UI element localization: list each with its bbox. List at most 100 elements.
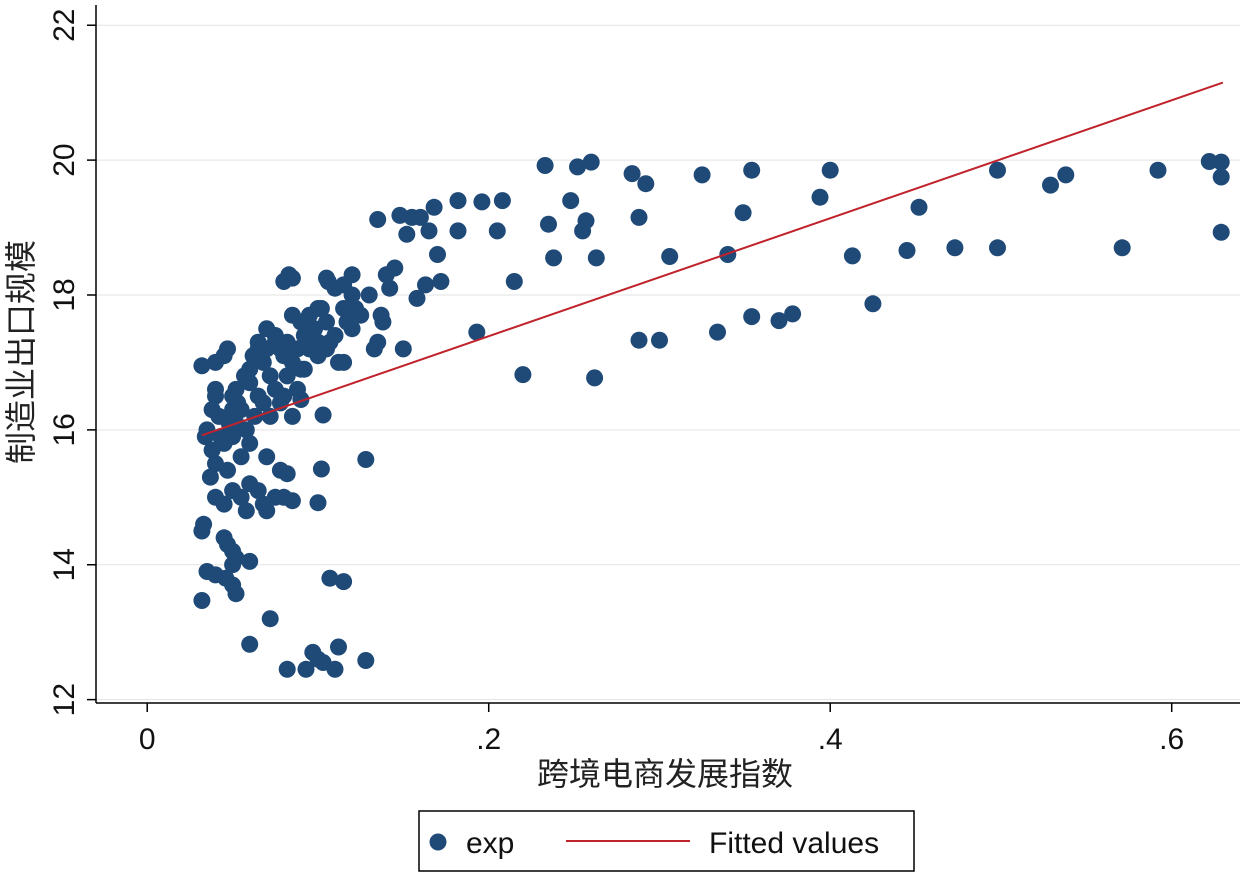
scatter-point-131 [1212, 223, 1230, 241]
x-tick-label-2: .4 [818, 723, 843, 756]
scatter-point-184 [275, 387, 293, 405]
scatter-point-13 [207, 380, 224, 398]
scatter-point-136 [237, 502, 255, 520]
scatter-point-188 [292, 391, 310, 408]
scatter-point-129 [1212, 153, 1230, 171]
scatter-point-20 [241, 374, 259, 392]
grid-layer [96, 24, 1240, 701]
scatter-point-186 [283, 407, 301, 425]
scatter-point-87 [493, 192, 511, 210]
y-tick-label-3: 18 [48, 278, 81, 311]
scatter-point-70 [283, 269, 301, 287]
scatter-point-157 [321, 569, 339, 587]
scatter-point-31 [254, 353, 272, 371]
scatter-point-143 [283, 492, 301, 510]
scatter-point-198 [295, 360, 313, 378]
scatter-point-92 [540, 215, 557, 233]
scatter-point-175 [227, 380, 245, 398]
scatter-point-55 [360, 286, 378, 304]
scatter-point-154 [357, 451, 375, 468]
scatter-point-168 [357, 652, 375, 669]
scatter-point-97 [577, 212, 595, 230]
scatter-point-95 [569, 158, 586, 176]
scatter-point-61 [381, 279, 399, 297]
scatter-point-155 [309, 494, 327, 512]
scatter-point-124 [1042, 176, 1059, 194]
scatter-point-106 [661, 248, 679, 265]
scatter-point-85 [473, 193, 491, 211]
scatter-point-21 [193, 357, 211, 375]
scatter-point-33 [261, 367, 279, 385]
legend-marker-exp [429, 833, 447, 851]
scatter-point-116 [821, 161, 839, 179]
scatter-point-160 [241, 635, 259, 653]
x-tick-label-0: 0 [139, 723, 156, 756]
scatter-point-84 [449, 222, 467, 240]
scatter-point-172 [212, 428, 230, 446]
scatter-point-100 [586, 369, 604, 387]
scatter-point-133 [215, 495, 233, 513]
scatter-point-177 [241, 434, 259, 452]
scatter-point-145 [278, 465, 296, 483]
scatter-point-126 [1113, 239, 1131, 257]
scatter-point-50 [335, 300, 353, 317]
scatter-point-125 [1057, 166, 1075, 184]
scatter-point-166 [326, 660, 344, 678]
scatter-point-103 [637, 175, 655, 193]
scatter-point-0 [193, 592, 211, 609]
scatter-point-111 [743, 161, 761, 179]
scatter-point-46 [318, 313, 335, 331]
scatter-point-170 [203, 441, 221, 459]
scatter-point-117 [843, 247, 861, 265]
scatter-point-98 [582, 153, 600, 171]
scatter-point-71 [369, 211, 387, 228]
y-tick-label-5: 22 [48, 9, 81, 42]
scatter-point-159 [261, 610, 279, 628]
x-tick-label-3: .6 [1159, 723, 1184, 756]
x-axis-title: 跨境电商发展指数 [537, 755, 793, 793]
scatter-point-123 [989, 239, 1006, 257]
scatter-point-197 [318, 340, 335, 358]
scatter-point-122 [989, 161, 1006, 179]
legend-label-fitted: Fitted values [709, 827, 879, 860]
scatter-point-176 [237, 421, 255, 439]
scatter-point-195 [249, 340, 267, 358]
scatter-point-130 [1212, 168, 1230, 186]
scatter-point-152 [215, 529, 233, 547]
scatter-point-114 [784, 305, 802, 323]
scatter-point-127 [1149, 161, 1167, 179]
scatter-point-82 [394, 340, 412, 358]
scatter-point-162 [297, 660, 315, 678]
scatter-point-199 [335, 353, 353, 371]
scatter-point-93 [545, 249, 563, 267]
scatter-point-89 [468, 323, 486, 341]
scatter-point-88 [505, 273, 523, 290]
scatter-point-102 [630, 208, 648, 226]
scatter-point-60 [386, 259, 404, 277]
scatter-point-174 [224, 401, 242, 419]
scatter-point-75 [411, 208, 429, 226]
scatter-point-101 [623, 165, 641, 183]
scatter-point-119 [898, 242, 916, 259]
scatter-point-107 [693, 166, 711, 184]
scatter-point-80 [417, 276, 434, 294]
scatter-point-171 [207, 455, 224, 473]
scatter-point-104 [630, 331, 648, 349]
fitted-values-line [201, 81, 1224, 437]
y-tick-label-1: 14 [48, 548, 81, 581]
labels-layer: 跨境电商发展指数 制造业出口规模 [2, 240, 793, 793]
scatter-point-121 [946, 239, 964, 257]
scatter-point-161 [278, 660, 296, 678]
scatter-point-18 [232, 448, 250, 466]
scatter-point-62 [372, 306, 390, 324]
scatter-point-192 [309, 300, 327, 317]
scatter-point-76 [420, 222, 438, 240]
scatter-point-156 [314, 406, 332, 424]
scatter-point-39 [289, 340, 306, 358]
scatter-point-67 [343, 266, 361, 284]
scatter-point-185 [278, 367, 296, 385]
scatter-point-151 [241, 552, 259, 570]
scatter-point-16 [224, 428, 242, 446]
legend: exp Fitted values [418, 810, 915, 872]
